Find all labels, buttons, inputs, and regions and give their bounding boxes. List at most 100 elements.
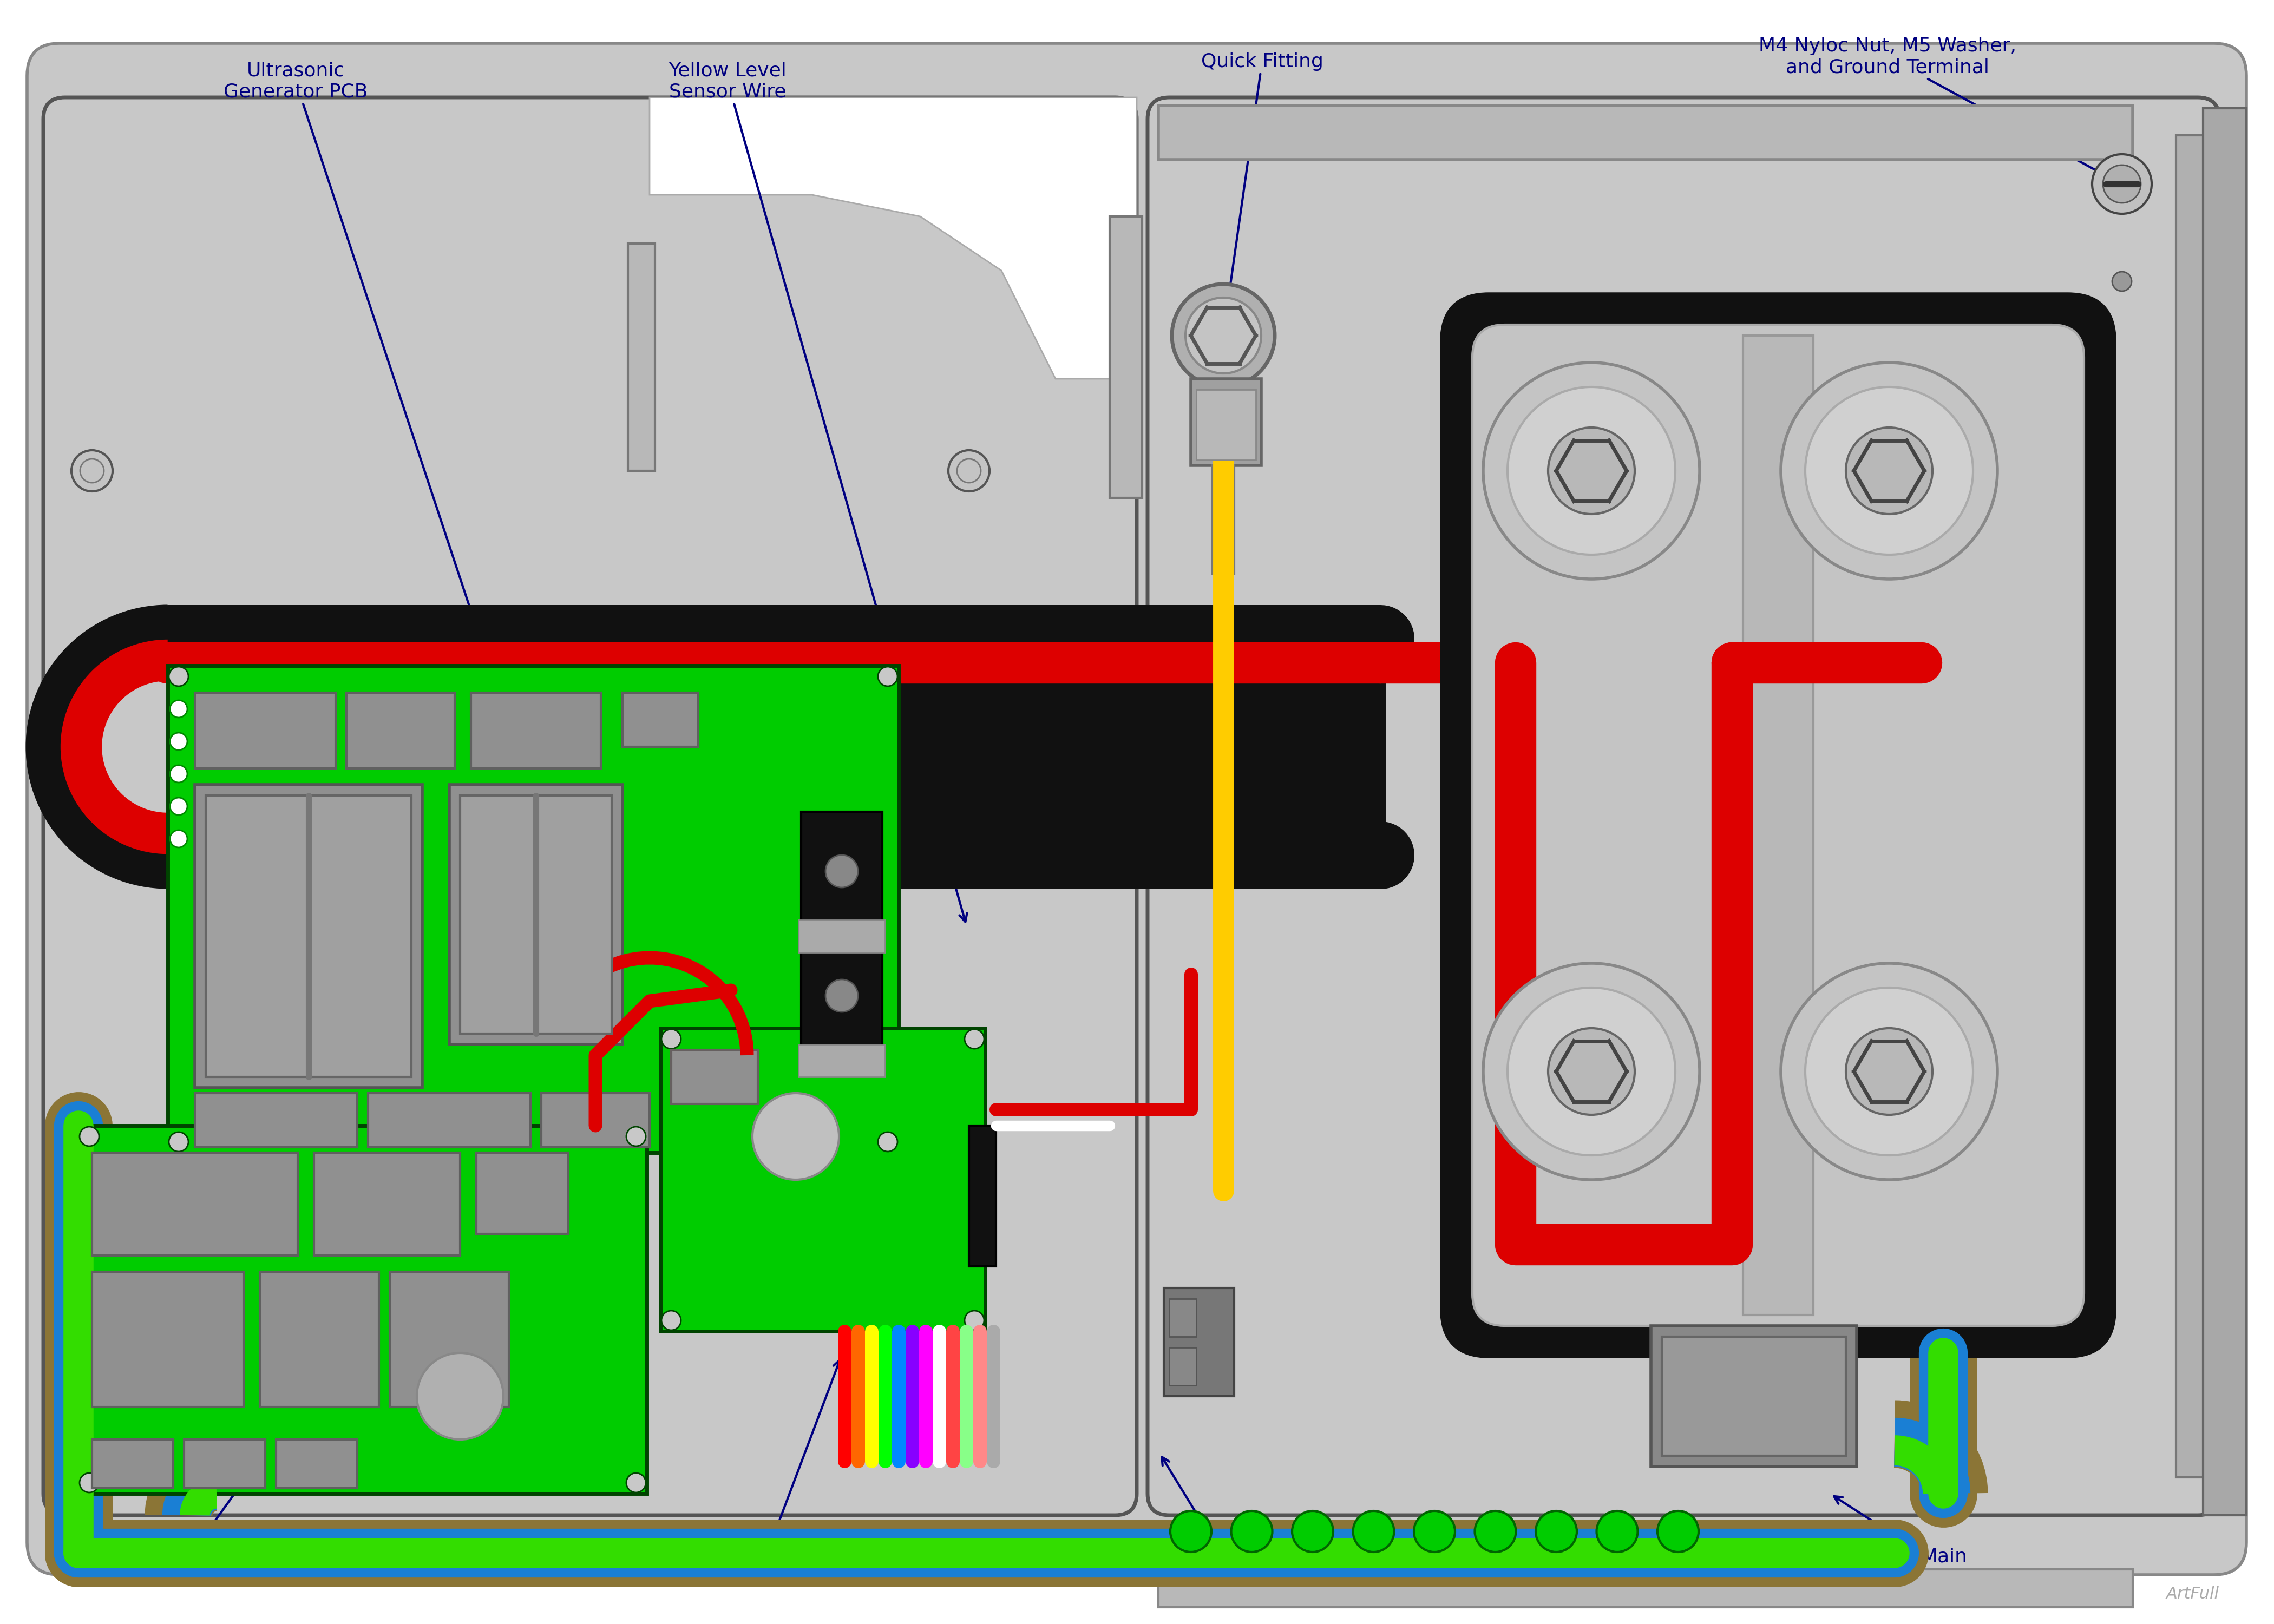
Text: M4 Nyloc Nut, M5 Washer,
and Ground Terminal: M4 Nyloc Nut, M5 Washer, and Ground Term… [1758,37,2122,185]
FancyBboxPatch shape [1148,97,2219,1515]
Circle shape [1846,1028,1933,1114]
FancyBboxPatch shape [27,44,2247,1575]
Bar [1157,106,2133,159]
Text: Power Supply
PCB: Power Supply PCB [127,1270,396,1570]
Bar [671,1049,757,1104]
Circle shape [878,1132,898,1151]
Circle shape [1508,387,1676,555]
Bar [471,693,600,768]
Bar [1742,336,1812,1315]
Bar [1651,1325,1856,1466]
Circle shape [171,830,186,848]
Bar [798,1044,885,1077]
Circle shape [1549,427,1635,515]
Bar [168,641,1385,853]
Circle shape [1846,427,1933,515]
Bar [541,1093,650,1147]
Bar [1192,378,1262,466]
Circle shape [1171,284,1276,387]
Bar [475,1153,568,1234]
Bar [1169,1299,1196,1337]
Circle shape [1806,987,1974,1155]
Circle shape [964,1030,985,1049]
Bar [259,1272,380,1406]
Circle shape [2103,166,2140,203]
Circle shape [1230,1510,1273,1553]
Circle shape [1535,1510,1576,1553]
Circle shape [948,450,989,492]
Bar [275,1439,357,1488]
Bar [91,1153,298,1255]
Bar [800,935,882,1056]
Bar [1212,466,1235,573]
Circle shape [168,667,189,687]
Text: Red and White Thermal
Sensor Wires: Red and White Thermal Sensor Wires [1126,1457,1353,1603]
FancyBboxPatch shape [1446,297,2110,1353]
Circle shape [1549,1028,1635,1114]
Bar [2204,109,2247,1515]
Text: Ultrasonic
Generator PCB: Ultrasonic Generator PCB [223,62,591,971]
Bar [91,1439,173,1488]
Bar [91,1272,243,1406]
Circle shape [1658,1510,1699,1553]
Bar [168,666,898,1153]
Circle shape [171,797,186,815]
Bar [1169,1348,1196,1385]
Bar [459,796,612,1033]
Circle shape [168,1132,189,1151]
Bar [184,1439,266,1488]
Circle shape [964,1311,985,1330]
Bar [368,1093,530,1147]
Circle shape [1806,387,1974,555]
Text: Main
Power Wires: Main Power Wires [1833,1496,2003,1587]
Circle shape [1781,963,1997,1179]
Circle shape [1781,362,1997,580]
FancyBboxPatch shape [1471,325,2083,1325]
Circle shape [957,460,980,482]
Bar [196,784,423,1088]
Bar [659,1028,985,1332]
Bar [450,784,623,1044]
Circle shape [1508,987,1676,1155]
Circle shape [1483,963,1699,1179]
Circle shape [171,765,186,783]
Bar [628,244,655,471]
Bar [1196,390,1255,460]
Bar [314,1153,459,1255]
Circle shape [80,1127,100,1147]
Circle shape [1185,297,1262,374]
Circle shape [662,1311,680,1330]
Circle shape [171,700,186,718]
Bar [205,796,412,1077]
Bar [346,693,455,768]
Circle shape [70,450,114,492]
Bar [798,919,885,952]
Bar [800,812,882,931]
Circle shape [80,1473,100,1492]
FancyBboxPatch shape [43,97,1137,1515]
Circle shape [80,460,105,482]
Circle shape [416,1353,503,1439]
Circle shape [825,979,857,1012]
Circle shape [1483,362,1699,580]
Bar [196,693,337,768]
Circle shape [171,732,186,750]
Bar [2176,135,2235,1478]
Bar [1157,1569,2133,1608]
Bar [80,1125,646,1494]
Bar [969,1125,996,1267]
Circle shape [2113,271,2131,291]
Circle shape [1171,1510,1212,1553]
Text: ArtFull: ArtFull [2167,1587,2219,1601]
Bar [389,1272,509,1406]
Circle shape [1353,1510,1394,1553]
Text: Yellow Level
Sensor Wire: Yellow Level Sensor Wire [669,62,966,922]
Circle shape [662,1030,680,1049]
Text: To Front
Panel Asmb.: To Front Panel Asmb. [703,1359,841,1587]
Bar [1164,1288,1235,1397]
Circle shape [625,1473,646,1492]
Circle shape [2092,154,2151,214]
Bar [196,1093,357,1147]
Circle shape [1596,1510,1637,1553]
Bar [1110,216,1142,499]
